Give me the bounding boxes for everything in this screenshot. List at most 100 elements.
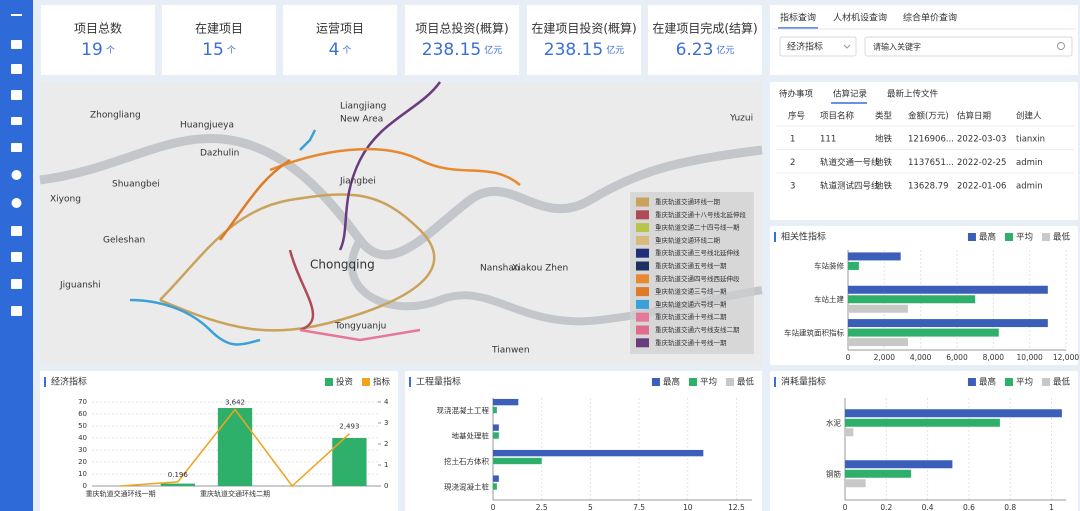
table-header: 类型 (875, 111, 893, 122)
nav-icon[interactable] (11, 226, 22, 236)
bar (848, 304, 908, 313)
table-cell: 地铁 (875, 181, 893, 192)
table-cell: 3 (790, 182, 795, 192)
table-cell[interactable]: 轨道测试四号线 (820, 181, 880, 192)
title-marker (44, 377, 46, 387)
legend-label: 平均 (1016, 232, 1033, 243)
legend-label: 重庆轨道交通环线二期 (655, 235, 721, 244)
nav-icon[interactable] (11, 279, 22, 289)
legend-label: 重庆轨道交通五号线一期 (655, 261, 727, 270)
kpi-number: 4 (329, 40, 340, 60)
nav-icon[interactable] (11, 198, 22, 208)
bar (848, 328, 999, 337)
kpi-value: 6.23 亿元 (676, 40, 735, 60)
metro-line (218, 158, 291, 241)
bar (845, 469, 912, 478)
nav-icon[interactable] (11, 143, 22, 152)
select-box[interactable] (779, 36, 857, 57)
y-tick-label: 30 (78, 446, 87, 454)
x-tick-label: 7.5 (633, 503, 645, 511)
table-cell: 1137651... (908, 158, 954, 168)
search-input[interactable] (864, 36, 1073, 57)
metro-line (338, 81, 442, 251)
bar (493, 424, 499, 431)
kpi-number: 6.23 (676, 40, 714, 60)
legend-label: 重庆轨道交通六号线支线二期 (655, 325, 740, 334)
legend-label: 最低 (737, 377, 755, 388)
map-label: Zhongliang (90, 111, 141, 121)
bar (493, 483, 497, 490)
chart-title: 经济指标 (51, 376, 87, 388)
x-tick-label: 10,000 (1017, 353, 1043, 362)
nav-icon[interactable] (11, 64, 22, 74)
bar (848, 295, 976, 304)
y2-tick-label: 1 (384, 461, 388, 469)
nav-icon[interactable] (11, 117, 22, 125)
legend-label: 最低 (1053, 232, 1071, 243)
x-tick-label: 4,000 (910, 353, 932, 362)
search-tab[interactable]: 人材机设查询 (833, 12, 887, 24)
metro-line (159, 193, 436, 332)
legend-label: 重庆轨道交通六号线一期 (655, 299, 727, 308)
table-cell: 地铁 (875, 157, 893, 168)
legend-label: 重庆轨道交通十八号线北延伸段 (655, 210, 747, 219)
table-cell: 2022-03-03 (957, 135, 1006, 145)
table-tab[interactable]: 估算记录 (833, 89, 868, 100)
metro-line (269, 147, 521, 186)
panel (162, 5, 276, 75)
search-tab[interactable]: 综合单价查询 (903, 12, 957, 24)
nav-icon[interactable] (11, 252, 22, 262)
table-cell: 13628.79 (908, 182, 949, 192)
search-tab[interactable]: 指标查询 (780, 12, 816, 24)
map-label: Dazhulin (200, 149, 239, 159)
map-legend (630, 192, 754, 354)
map-label: Huangjueya (180, 121, 234, 131)
y-tick-label: 车站装修 (814, 261, 844, 271)
title-marker (774, 377, 776, 387)
bar (845, 460, 953, 469)
panel (41, 5, 155, 75)
table-cell: 2022-01-06 (957, 182, 1006, 192)
bar (160, 483, 195, 486)
menu-icon[interactable] (11, 14, 22, 16)
table-tab[interactable]: 最新上传文件 (887, 89, 939, 100)
bar (493, 406, 497, 414)
sidebar-icons (11, 14, 22, 316)
home-icon[interactable] (11, 40, 22, 49)
metro-line (288, 249, 315, 332)
kpi-number: 238.15 (422, 40, 481, 60)
table-cell: tianxin (1016, 135, 1045, 145)
search-icon (1057, 42, 1065, 50)
table-tab[interactable]: 待办事项 (779, 89, 814, 100)
nav-icon[interactable] (11, 90, 22, 100)
nav-icon[interactable] (11, 170, 22, 180)
legend-swatch (725, 378, 734, 386)
data-label: 3,642 (225, 399, 245, 407)
kpi-number: 238.15 (544, 40, 603, 60)
y-tick-label: 地基处理桩 (452, 430, 490, 440)
table-cell: 2 (790, 158, 795, 168)
y2-tick-label: 0 (384, 482, 388, 490)
bar (493, 432, 499, 439)
kpi-number: 19 (81, 40, 103, 60)
map-label: Tongyuanju (334, 322, 386, 332)
table-header: 估算日期 (957, 111, 991, 122)
table-cell[interactable]: 111 (820, 135, 836, 145)
bar (493, 475, 499, 482)
y-tick-label: 現浇混凝土桩 (444, 481, 489, 491)
chart-title: 消耗量指标 (781, 376, 826, 388)
y-tick-label: 钢筋 (826, 469, 841, 479)
legend-label: 重庆轨道交通十号线二期 (655, 312, 727, 321)
nav-icon[interactable] (11, 306, 22, 316)
kpi-unit: 亿元 (716, 44, 734, 56)
table-cell: 1 (790, 135, 795, 145)
map-label: Yuzui (729, 114, 753, 124)
legend-swatch (636, 248, 649, 258)
table-cell[interactable]: 轨道交通一号线 (820, 157, 880, 168)
x-tick-label: 重庆轨道交通环线一期 (86, 489, 156, 498)
kpi-value: 238.15 亿元 (422, 40, 503, 60)
y-tick-label: 0 (83, 482, 87, 490)
kpi-title: 在建项目 (195, 22, 243, 36)
